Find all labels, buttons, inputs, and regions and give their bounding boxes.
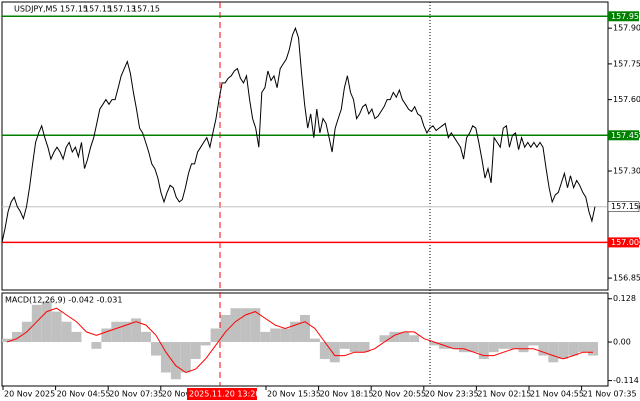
ohlc-value: 157.15	[132, 5, 160, 14]
histogram-bar	[51, 311, 62, 343]
level-label-box	[608, 237, 639, 248]
symbol: USDJPY,M5	[14, 5, 58, 14]
histogram-bar	[290, 321, 300, 343]
histogram-bar	[101, 328, 112, 343]
y-tick-label: 157.90	[613, 24, 640, 33]
histogram-bar	[498, 342, 509, 349]
histogram-bar	[488, 342, 499, 353]
histogram-bar	[558, 342, 569, 359]
histogram-bar	[230, 308, 241, 343]
histogram-bar	[11, 331, 22, 343]
ohlc-value: 157.15	[60, 5, 88, 14]
price-frame	[1, 1, 609, 291]
x-tick-label: 20 Nov 23:35	[425, 390, 479, 399]
level-label-box	[608, 130, 639, 141]
histogram-bar	[538, 342, 549, 356]
y-tick-label: -0.114	[613, 376, 639, 385]
histogram-bar	[508, 342, 519, 349]
histogram-bar	[359, 342, 370, 353]
histogram-bar	[180, 342, 191, 373]
histogram-bar	[458, 342, 469, 353]
signal-line	[6, 307, 593, 374]
x-tick-label: 21 Nov 07:35	[583, 390, 637, 399]
x-tick-label: 20 Nov 15:35	[267, 390, 321, 399]
header-bg	[3, 3, 163, 14]
histogram-bar	[250, 308, 261, 343]
y-tick-label: 156.85	[613, 274, 640, 283]
histogram-bar	[309, 338, 320, 343]
level-label: 157.95	[611, 12, 639, 21]
histogram-bar	[71, 331, 82, 343]
histogram-bar	[2, 338, 12, 343]
y-tick-label: 157.75	[613, 59, 640, 68]
histogram-bar	[121, 321, 132, 343]
histogram-bar	[61, 321, 72, 343]
ohlc-value: 157.13	[108, 5, 136, 14]
cursor-label: 2025.11.20 13:20	[189, 390, 260, 399]
histogram-bar	[449, 342, 459, 349]
histogram-bar	[468, 342, 479, 353]
level-label: 157.45	[611, 131, 639, 140]
level-label-box	[608, 11, 639, 22]
histogram-bar	[518, 342, 529, 353]
price-line	[1, 26, 596, 243]
x-tick-label: 20 Nov 07:35	[109, 390, 163, 399]
x-tick-label: 21 Nov 04:55	[530, 390, 584, 399]
ohlc-value: 157.15	[84, 5, 112, 14]
histogram-bar	[379, 335, 390, 343]
y-tick-label: 157.30	[613, 166, 640, 175]
histogram-bar	[389, 331, 400, 343]
y-tick-label: 0.128	[613, 294, 636, 303]
histogram-bar	[280, 328, 291, 343]
histogram-bar	[548, 342, 559, 363]
histogram-bar	[478, 342, 489, 359]
histogram-bar	[220, 314, 231, 343]
x-tick-label: 21 Nov 02:15	[477, 390, 531, 399]
histogram-bar	[190, 342, 201, 359]
current-price-label: 157.15	[611, 202, 639, 211]
histogram-bar	[160, 342, 171, 373]
cursor-label-box	[187, 388, 257, 400]
histogram-bar	[91, 342, 102, 349]
histogram-bar	[349, 342, 360, 353]
histogram-bar	[578, 342, 589, 353]
histogram-bar	[240, 308, 251, 343]
histogram-bar	[329, 342, 340, 363]
histogram-bar	[31, 304, 42, 343]
histogram-bar	[131, 318, 142, 343]
histogram-bar	[170, 342, 181, 380]
histogram-bar	[141, 331, 151, 343]
histogram-bar	[210, 328, 221, 343]
x-tick-label: 20 Nov 20:55	[372, 390, 426, 399]
histogram-bar	[319, 342, 330, 359]
histogram-bar	[429, 342, 440, 346]
x-tick-label: 20 Nov	[162, 390, 191, 399]
level-label: 157.00	[611, 238, 639, 247]
histogram-bar	[200, 342, 211, 346]
histogram-bar	[409, 335, 420, 343]
x-tick-label: 20 Nov 2025	[4, 390, 55, 399]
histogram-bar	[528, 342, 539, 346]
histogram-bar	[270, 328, 281, 343]
histogram-bar	[151, 342, 161, 356]
histogram-bar	[41, 301, 52, 343]
y-tick-label: 157.60	[613, 95, 640, 104]
histogram-bar	[399, 331, 410, 343]
histogram-bar	[300, 314, 310, 343]
macd-title: MACD(12,26,9) -0.042 -0.031	[5, 296, 122, 305]
histogram-bar	[339, 342, 350, 349]
x-tick-label: 20 Nov 04:55	[57, 390, 111, 399]
histogram-bar	[588, 342, 598, 356]
histogram-bar	[260, 331, 271, 343]
y-tick-label: 0.00	[613, 338, 631, 347]
x-tick-label: 20 Nov 18:15	[320, 390, 374, 399]
current-price-box	[607, 201, 640, 212]
histogram-bar	[568, 342, 579, 356]
histogram-bar	[111, 321, 122, 343]
